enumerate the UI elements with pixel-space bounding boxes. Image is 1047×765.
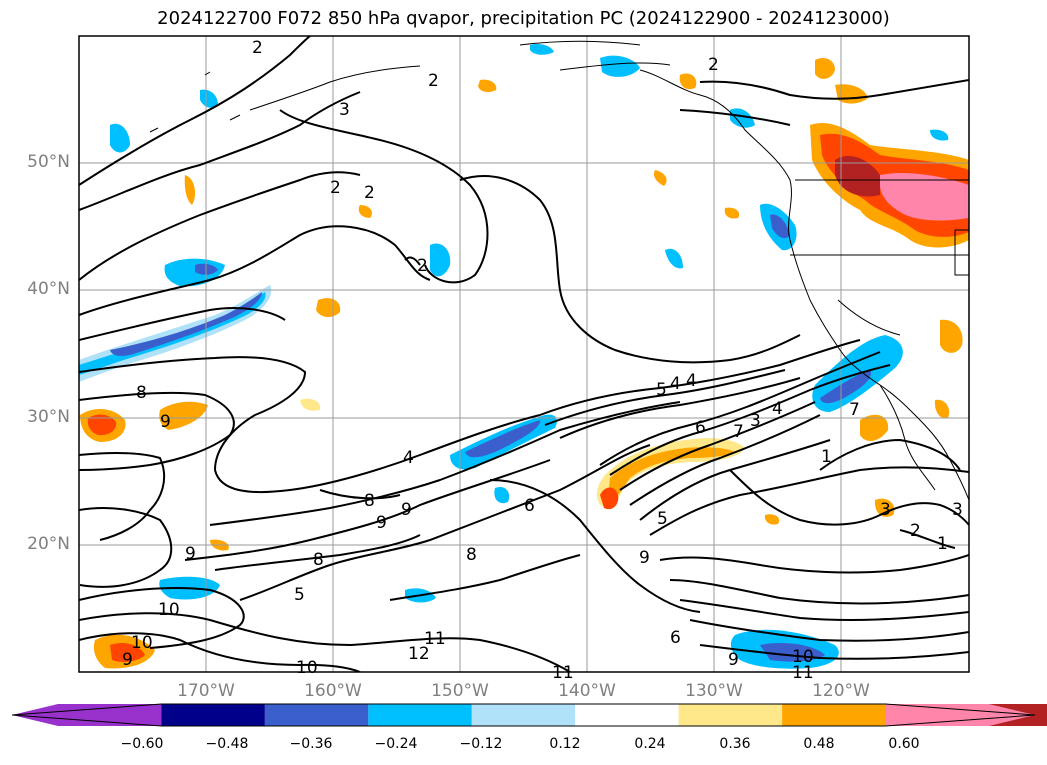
contour-label: 11 <box>792 663 814 683</box>
contour-label: 2 <box>364 183 375 203</box>
contour-label: 2 <box>708 55 719 75</box>
contour-label: 10 <box>158 600 180 620</box>
contour-label: 5 <box>656 380 667 400</box>
contour-label: 8 <box>364 491 375 511</box>
contour-label: 9 <box>185 544 196 564</box>
colorbar <box>11 703 1047 727</box>
contour-label: 3 <box>750 411 761 431</box>
map-content <box>79 36 969 672</box>
contour-label: 10 <box>792 647 814 667</box>
colorbar-tick: 0.12 <box>549 736 581 752</box>
contour-label: 9 <box>122 650 133 670</box>
contour-label: 10 <box>296 658 318 678</box>
lon-label-150w: 150°W <box>431 681 489 701</box>
colorbar-tick: −0.60 <box>120 736 164 752</box>
lon-label-120w: 120°W <box>812 681 870 701</box>
contour-label: 7 <box>733 422 744 442</box>
colorbar-segment <box>471 704 576 726</box>
lat-label-20n: 20°N <box>27 534 70 554</box>
map-title: 2024122700 F072 850 hPa qvapor, precipit… <box>157 8 890 29</box>
contour-label: 8 <box>466 545 477 565</box>
coastlines <box>149 40 969 501</box>
contour-label: 10 <box>131 633 153 653</box>
contour-label: 4 <box>772 399 783 419</box>
contour-label: 9 <box>376 513 387 533</box>
lon-label-160w: 160°W <box>304 681 362 701</box>
colorbar-tick: 0.60 <box>888 736 920 752</box>
map-panel: 2 2 3 2 2 2 2 9 8 9 8 9 9 8 8 10 9 10 11… <box>78 35 970 683</box>
contour-label: 3 <box>339 100 350 120</box>
contour-label: 11 <box>552 663 574 683</box>
contour-label: 1 <box>821 447 832 467</box>
lat-label-50n: 50°N <box>27 152 70 172</box>
colorbar-segment <box>12 704 162 726</box>
contour-label: 4 <box>403 448 414 468</box>
precipitation-positive-shading <box>80 58 969 669</box>
contour-label: 3 <box>952 500 963 520</box>
colorbar-segment <box>161 704 265 726</box>
contour-label: 8 <box>313 550 324 570</box>
humidity-contours <box>79 36 969 672</box>
contour-labels: 2 2 3 2 2 2 2 9 8 9 8 9 9 8 8 10 9 10 11… <box>122 38 963 683</box>
colorbar-segments <box>11 703 1047 727</box>
map-frame <box>78 35 970 673</box>
colorbar-tick: −0.48 <box>205 736 249 752</box>
lon-label-170w: 170°W <box>177 681 235 701</box>
graticule <box>79 36 969 672</box>
contour-label: 11 <box>424 629 446 649</box>
contour-label: 2 <box>910 521 921 541</box>
colorbar-tick: −0.12 <box>459 736 503 752</box>
lat-label-30n: 30°N <box>27 407 70 427</box>
lon-label-140w: 140°W <box>558 681 616 701</box>
contour-label: 2 <box>252 38 263 58</box>
contour-label: 12 <box>408 644 430 664</box>
colorbar-segment <box>264 704 369 726</box>
colorbar-tick: −0.24 <box>374 736 418 752</box>
colorbar-outline <box>11 703 1036 727</box>
contour-label: 9 <box>639 548 650 568</box>
contour-label: 9 <box>401 500 412 520</box>
contour-label: 1 <box>937 534 948 554</box>
contour-label: 7 <box>849 400 860 420</box>
colorbar-tick: 0.48 <box>803 736 835 752</box>
contour-label: 6 <box>524 496 535 516</box>
contour-label: 4 <box>670 374 681 394</box>
contour-label: 8 <box>136 383 147 403</box>
contour-label: 5 <box>294 585 305 605</box>
colorbar-tick: −0.36 <box>289 736 333 752</box>
contour-label: 2 <box>330 178 341 198</box>
colorbar-segment <box>678 704 783 726</box>
colorbar-segment <box>885 704 1035 726</box>
colorbar-tick: 0.24 <box>634 736 666 752</box>
colorbar-tick: 0.36 <box>719 736 751 752</box>
colorbar-segment <box>368 704 472 726</box>
colorbar-segment <box>782 704 886 726</box>
contour-label: 5 <box>657 509 668 529</box>
contour-label: 6 <box>670 628 681 648</box>
contour-label: 2 <box>428 71 439 91</box>
contour-label: 6 <box>695 418 706 438</box>
contour-label: 9 <box>728 650 739 670</box>
contour-label: 9 <box>160 412 171 432</box>
colorbar-segment <box>575 704 679 726</box>
lat-label-40n: 40°N <box>27 279 70 299</box>
lon-label-130w: 130°W <box>685 681 743 701</box>
contour-label: 4 <box>686 371 697 391</box>
contour-label: 2 <box>417 256 428 276</box>
contour-label: 3 <box>880 500 891 520</box>
